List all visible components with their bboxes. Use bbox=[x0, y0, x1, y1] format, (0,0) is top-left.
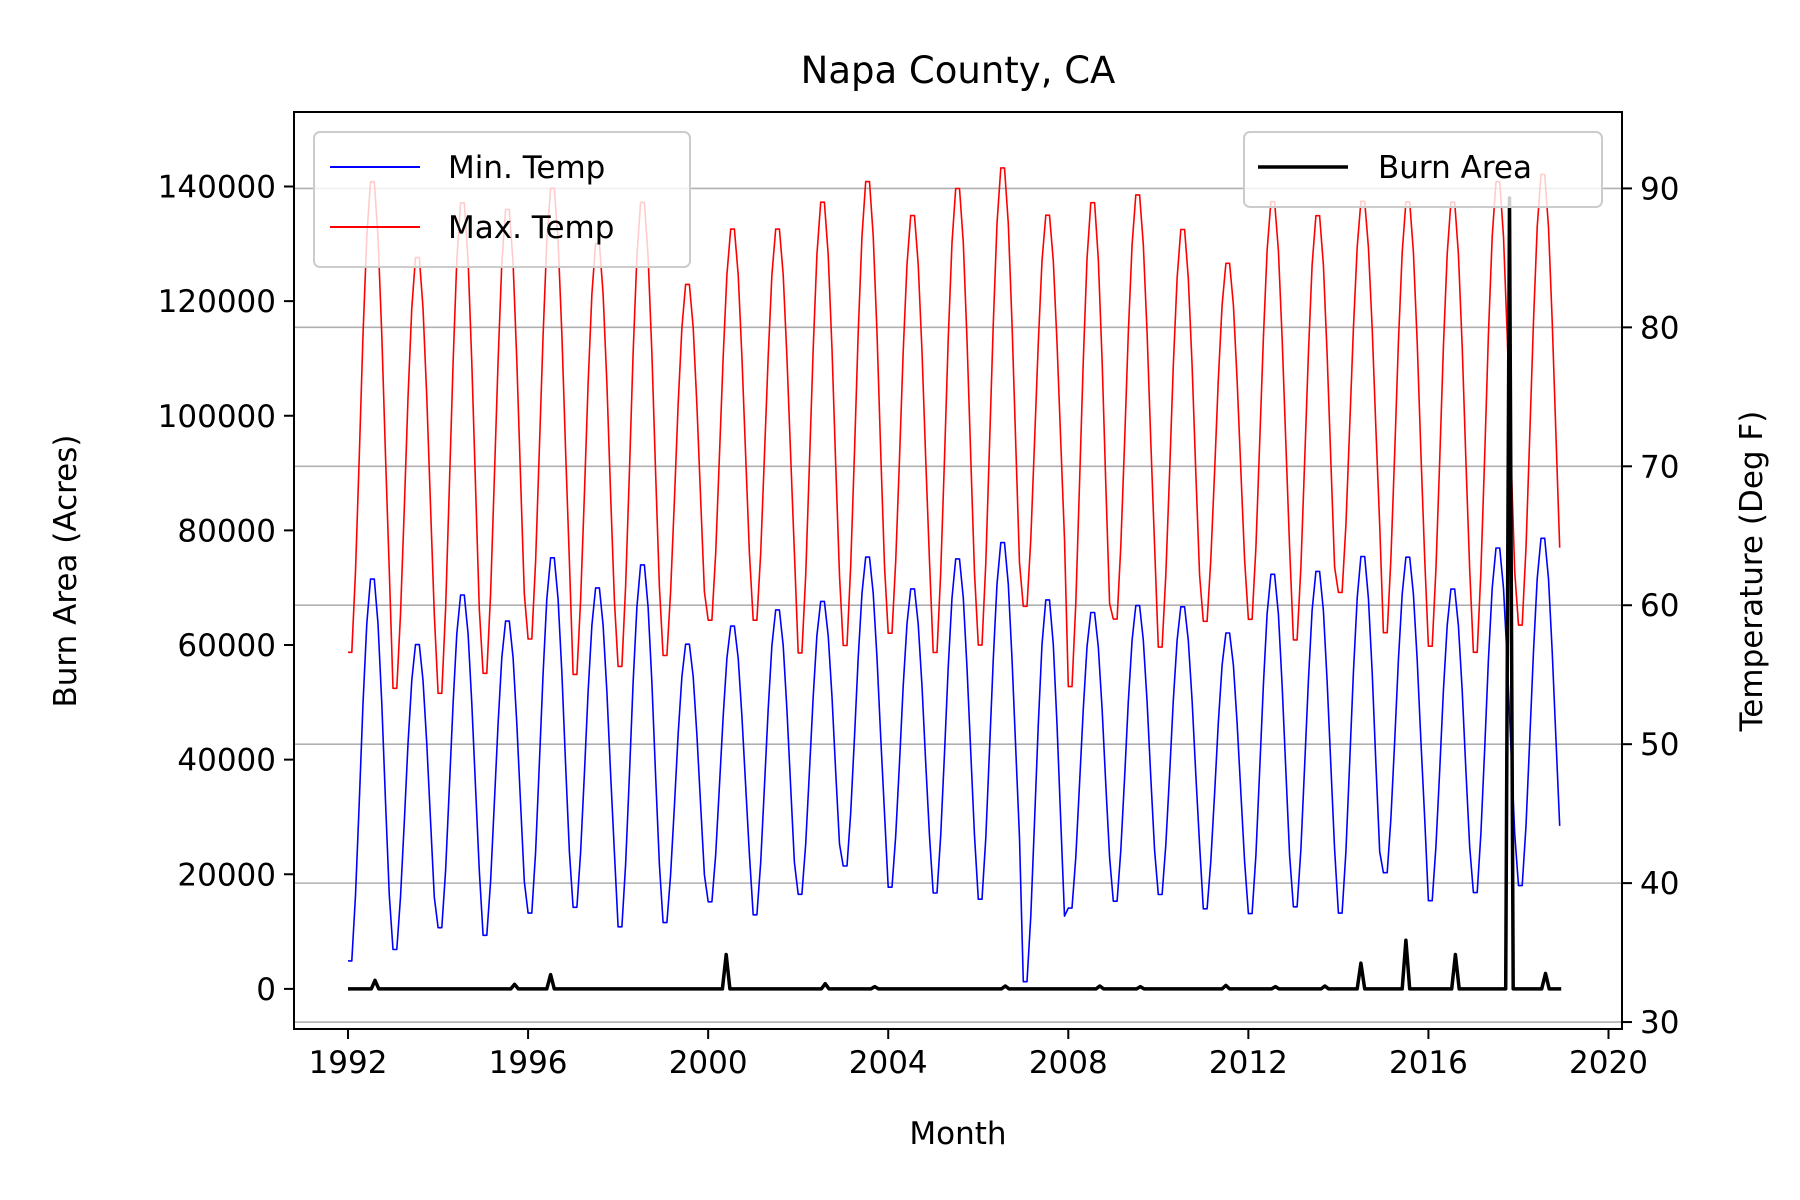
series-min-temp-line bbox=[348, 537, 1561, 983]
series-burn-area-line bbox=[348, 196, 1562, 991]
legend-burn-area-label: Burn Area bbox=[1378, 150, 1532, 186]
y-axis-right-title: Temperature (Deg F) bbox=[1734, 411, 1770, 733]
x-tick-label: 2000 bbox=[669, 1045, 748, 1081]
y-right-tick-label: 90 bbox=[1640, 171, 1679, 207]
legend-temperature: Min. Temp Max. Temp bbox=[313, 131, 691, 268]
x-tick-label: 2008 bbox=[1029, 1045, 1108, 1081]
x-axis-title: Month bbox=[909, 1116, 1006, 1152]
y-left-tick-label: 100000 bbox=[158, 399, 276, 435]
legend-temperature-box bbox=[313, 131, 691, 268]
y-axis-left: 0 20000 40000 60000 80000 100000 120000 140000 bbox=[158, 170, 294, 1008]
x-tick-label: 2004 bbox=[849, 1045, 928, 1081]
x-tick-label: 2020 bbox=[1569, 1045, 1648, 1081]
chart-title: Napa County, CA bbox=[801, 49, 1116, 92]
y-left-tick-label: 80000 bbox=[177, 513, 276, 549]
y-left-tick-label: 0 bbox=[256, 972, 276, 1008]
y-right-tick-label: 70 bbox=[1640, 449, 1679, 485]
y-right-tick-label: 60 bbox=[1640, 588, 1679, 624]
y-right-tick-label: 50 bbox=[1640, 727, 1679, 763]
x-tick-label: 2012 bbox=[1209, 1045, 1288, 1081]
legend-burn-area: Burn Area bbox=[1243, 131, 1603, 208]
legend-min-temp-label: Min. Temp bbox=[448, 150, 605, 186]
plot-frame bbox=[293, 111, 1623, 1030]
y-left-tick-label: 40000 bbox=[177, 743, 276, 779]
x-tick-label: 1996 bbox=[489, 1045, 568, 1081]
y-axis-left-title: Burn Area (Acres) bbox=[48, 435, 84, 708]
y-right-tick-label: 30 bbox=[1640, 1005, 1679, 1041]
y-left-tick-label: 140000 bbox=[158, 170, 276, 206]
y-axis-right: 30 40 50 60 70 80 90 bbox=[1622, 171, 1679, 1041]
y-left-tick-label: 120000 bbox=[158, 284, 276, 320]
x-axis: 1992 1996 2000 2004 2008 2012 2016 2020 bbox=[309, 1029, 1648, 1081]
x-tick-label: 1992 bbox=[309, 1045, 388, 1081]
y-right-tick-label: 80 bbox=[1640, 310, 1679, 346]
y-left-tick-label: 20000 bbox=[177, 857, 276, 893]
y-left-tick-label: 60000 bbox=[177, 628, 276, 664]
legend-burn-area-box bbox=[1243, 131, 1603, 208]
x-tick-label: 2016 bbox=[1389, 1045, 1468, 1081]
y-right-tick-label: 40 bbox=[1640, 866, 1679, 902]
legend-max-temp-label: Max. Temp bbox=[448, 210, 614, 246]
